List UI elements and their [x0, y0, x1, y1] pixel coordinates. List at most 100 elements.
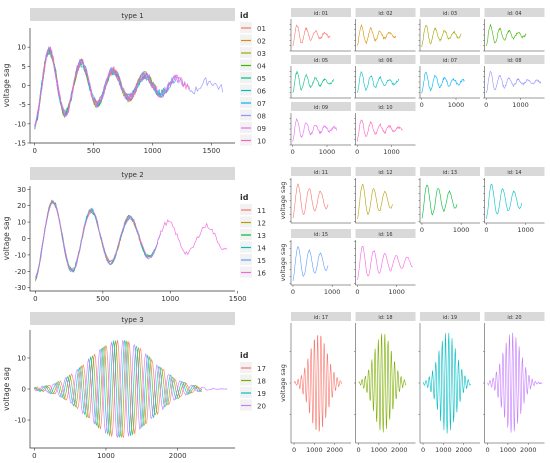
- x-tick-label: 0: [32, 147, 36, 155]
- legend-label: 11: [257, 207, 266, 215]
- panel-strip: [30, 8, 235, 21]
- facet-x-tick-label: 0: [484, 226, 488, 234]
- facet-title: id: 06: [378, 58, 392, 64]
- facet-axis: [484, 19, 545, 52]
- series-line-04: [34, 48, 166, 126]
- facet-strip: [291, 167, 351, 176]
- facet-x-tick-label: 1000: [435, 446, 452, 454]
- x-tick-label: 1000: [97, 452, 115, 460]
- facet-x-tick-label: 0: [291, 288, 295, 296]
- series-line-13: [35, 200, 156, 281]
- y-tick-label: 10: [17, 44, 26, 52]
- facet-y-label: voltage sag: [279, 244, 287, 282]
- facet-x-tick-label: 0: [355, 148, 359, 156]
- facet-axis: [419, 66, 480, 99]
- legend-label: 05: [257, 75, 266, 83]
- facet-x-tick-label: 1000: [453, 226, 470, 234]
- facet-x-tick-label: 1000: [324, 288, 341, 296]
- facet-title: id: 10: [378, 105, 392, 111]
- facet-series-02: [356, 24, 396, 46]
- x-tick-label: 0: [32, 452, 36, 460]
- y-axis-label: voltage sag: [2, 367, 11, 411]
- panel-title: type 3: [121, 316, 143, 324]
- facet-x-tick-label: 1000: [319, 148, 336, 156]
- facet-strip: [355, 102, 416, 111]
- facet-axis: [290, 323, 351, 444]
- facet-x-tick-label: 2000: [326, 446, 343, 454]
- y-tick-label: -10: [15, 120, 26, 128]
- facet-title: id: 19: [443, 315, 457, 321]
- x-tick-label: 1500: [229, 295, 247, 303]
- series-line-20: [33, 340, 228, 439]
- facet-axis: [484, 178, 545, 224]
- facet-x-tick-label: 0: [420, 101, 424, 109]
- facet-axis: [355, 113, 416, 146]
- y-tick-label: -30: [15, 284, 26, 292]
- facet-axis: [290, 66, 351, 99]
- facet-x-tick-label: 1000: [383, 148, 400, 156]
- facet-x-tick-label: 0: [484, 101, 488, 109]
- facet-strip: [291, 102, 351, 111]
- y-tick-label: 0: [22, 82, 26, 90]
- facet-title: id: 03: [443, 11, 457, 17]
- facet-series-15: [292, 246, 329, 281]
- y-tick-label: -15: [15, 140, 26, 148]
- facet-series-05: [292, 71, 334, 93]
- y-axis-label: voltage sag: [2, 63, 11, 107]
- legend-title: id: [240, 351, 249, 360]
- legend-label: 18: [257, 378, 266, 386]
- facet-series-19: [423, 332, 471, 434]
- series-line-10: [34, 46, 190, 127]
- facet-series-17: [293, 335, 342, 432]
- facet-title: id: 04: [507, 11, 521, 17]
- facet-series-08: [485, 71, 542, 93]
- axis-lines: [29, 186, 235, 292]
- legend-title: id: [240, 11, 249, 20]
- facet-x-tick-label: 0: [355, 288, 359, 296]
- facet-title: id: 15: [314, 232, 328, 238]
- facet-title: id: 05: [314, 58, 328, 64]
- facet-title: id: 11: [314, 170, 328, 176]
- x-tick-label: 1000: [144, 147, 162, 155]
- facet-x-tick-label: 1000: [388, 288, 405, 296]
- facet-strip: [291, 8, 351, 17]
- facet-axis: [290, 240, 351, 286]
- legend-label: 03: [257, 50, 266, 58]
- legend-label: 09: [257, 125, 266, 133]
- y-tick-label: -10: [15, 251, 26, 259]
- y-tick-label: -5: [19, 101, 26, 109]
- panel-title: type 1: [121, 12, 143, 20]
- facet-axis: [290, 19, 351, 52]
- facet-x-tick-label: 1000: [371, 446, 388, 454]
- facet-x-tick-label: 0: [291, 148, 295, 156]
- facet-x-tick-label: 0: [485, 446, 489, 454]
- facet-series-07: [421, 71, 465, 94]
- facet-strip: [291, 312, 351, 321]
- facet-series-06: [356, 71, 400, 93]
- facet-x-tick-label: 2000: [391, 446, 408, 454]
- x-tick-label: 2000: [169, 452, 187, 460]
- legend-label: 01: [257, 25, 266, 33]
- facet-strip: [355, 8, 416, 17]
- facet-title: id: 07: [443, 58, 457, 64]
- x-tick-label: 1000: [161, 295, 179, 303]
- facet-series-16: [357, 245, 413, 281]
- series-line-05: [34, 46, 170, 126]
- legend-label: 13: [257, 232, 266, 240]
- legend-label: 15: [257, 257, 266, 265]
- legend-label: 16: [257, 270, 266, 278]
- x-tick-label: 500: [87, 147, 100, 155]
- facet-title: id: 09: [314, 105, 328, 111]
- legend-label: 02: [257, 38, 266, 46]
- facet-strip: [355, 312, 416, 321]
- y-tick-label: -10: [15, 417, 26, 425]
- legend-label: 17: [257, 365, 266, 373]
- panel-strip: [30, 312, 235, 325]
- facet-x-tick-label: 1000: [448, 101, 465, 109]
- facet-strip: [484, 8, 545, 17]
- legend-label: 04: [257, 63, 266, 71]
- panel-title: type 2: [121, 171, 143, 179]
- facet-title: id: 01: [314, 11, 328, 17]
- facet-title: id: 12: [378, 170, 392, 176]
